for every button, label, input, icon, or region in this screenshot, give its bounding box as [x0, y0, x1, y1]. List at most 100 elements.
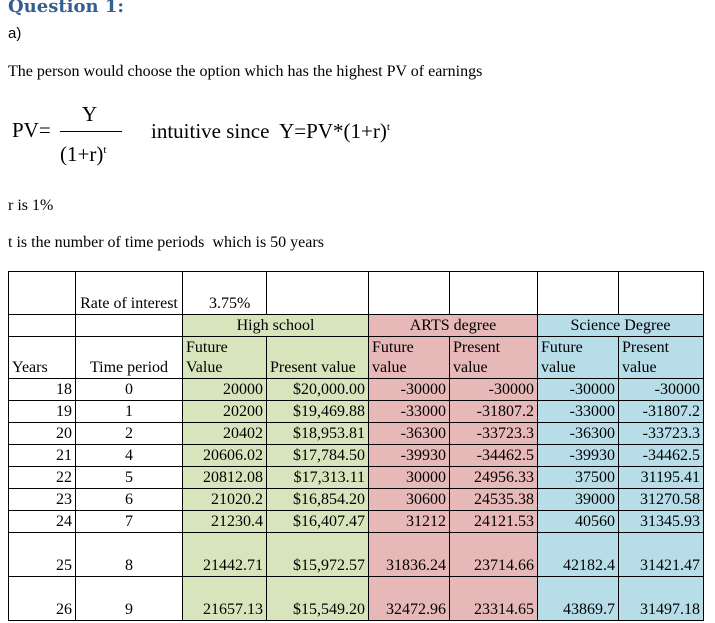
table-cell: -30000 [537, 378, 619, 401]
table-cell: 1 [75, 400, 183, 423]
part-label: a) [8, 25, 22, 42]
fraction-bar [60, 131, 122, 132]
r-line: r is 1% [8, 197, 54, 214]
table-cell: 19 [8, 400, 76, 423]
table-cell: 21020.2 [182, 488, 267, 511]
formula-note: intuitive since Y=PV*(1+r)t [151, 119, 390, 144]
table-cell [8, 271, 76, 315]
table-cell: $17,784.50 [266, 444, 369, 467]
data-table: Rate of interest 3.75% High school ARTS deg… [8, 271, 704, 621]
table-cell: 20 [8, 422, 76, 445]
table-row: 20 2 20402 $18,953.81 -36300 -33723.3 -36300 -3… [8, 422, 704, 445]
table-cell: $15,549.20 [266, 576, 369, 621]
table-cell: 30600 [368, 488, 450, 511]
intro: The person would choose the option which… [8, 63, 483, 80]
table-row: Years Time period Future Value Present valu… [8, 336, 704, 379]
rate-label: Rate of interest [75, 271, 183, 315]
table-cell: 24 [8, 510, 76, 533]
group-header: High school [182, 314, 369, 337]
table-cell: 43869.7 [537, 576, 619, 621]
denominator-base: (1+r) [60, 142, 104, 166]
table-cell: 42182.4 [537, 532, 619, 577]
table-cell: -36300 [537, 422, 619, 445]
table-row: 26 9 21657.13 $15,549.20 32472.96 23314.65 438… [8, 576, 704, 621]
table-cell: 24535.38 [449, 488, 538, 511]
table-cell: 31195.41 [618, 466, 704, 489]
table-cell: 23 [8, 488, 76, 511]
column-header: Time period [75, 336, 183, 379]
table-cell: 32472.96 [368, 576, 450, 621]
note: intuitive since [151, 119, 270, 143]
table-row: 21 4 20606.02 $17,784.50 -39930 -34462.5 -3993… [8, 444, 704, 467]
table-row: High school ARTS degree Science Degree [8, 314, 704, 337]
column-header: Present value [449, 336, 538, 379]
table-cell: 20000 [182, 378, 267, 401]
table-cell: $16,854.20 [266, 488, 369, 511]
table-cell: -39930 [537, 444, 619, 467]
denominator: (1+r)t [60, 142, 106, 167]
table-cell: 2 [75, 422, 183, 445]
table-cell: 20200 [182, 400, 267, 423]
table-cell: 31497.18 [618, 576, 704, 621]
table-cell: 8 [75, 532, 183, 577]
table-cell: 31345.93 [618, 510, 704, 533]
column-header: Present value [618, 336, 704, 379]
table-row: 23 6 21020.2 $16,854.20 30600 24535.38 39000 31… [8, 488, 704, 511]
formula-lhs: PV= [12, 118, 51, 142]
table-cell: 21657.13 [182, 576, 267, 621]
table-cell: -39930 [368, 444, 450, 467]
table-cell: 25 [8, 532, 76, 577]
table-cell: -34462.5 [618, 444, 704, 467]
heading: Question 1: [8, 0, 125, 17]
table-cell: 31836.24 [368, 532, 450, 577]
table-cell: 0 [75, 378, 183, 401]
table-cell: -30000 [449, 378, 538, 401]
group-header: Science Degree [537, 314, 704, 337]
table-cell: -33000 [537, 400, 619, 423]
table-cell: 18 [8, 378, 76, 401]
rhs-exponent: t [386, 121, 390, 133]
table-cell: -34462.5 [449, 444, 538, 467]
table-cell: 9 [75, 576, 183, 621]
table-cell: 21 [8, 444, 76, 467]
table-cell: 31212 [368, 510, 450, 533]
table-cell: 20812.08 [182, 466, 267, 489]
table-cell: -31807.2 [449, 400, 538, 423]
table-cell: 22 [8, 466, 76, 489]
table-cell: $16,407.47 [266, 510, 369, 533]
column-header: Years [8, 336, 76, 379]
table-cell: 4 [75, 444, 183, 467]
table-row: 18 0 20000 $20,000.00 -30000 -30000 -30000 -300… [8, 378, 704, 401]
group-header: ARTS degree [368, 314, 538, 337]
table-cell: 31421.47 [618, 532, 704, 577]
table-cell [618, 271, 704, 315]
table-cell [75, 314, 183, 337]
table-row: 22 5 20812.08 $17,313.11 30000 24956.33 37500 3… [8, 466, 704, 489]
table-cell: -30000 [618, 378, 704, 401]
table-cell: 40560 [537, 510, 619, 533]
table-cell: 31270.58 [618, 488, 704, 511]
table-cell: 37500 [537, 466, 619, 489]
table-cell: $17,313.11 [266, 466, 369, 489]
numerator: Y [82, 102, 98, 126]
table-cell: 20606.02 [182, 444, 267, 467]
table-cell [449, 271, 538, 315]
column-header: Future Value [182, 336, 267, 379]
table-row: Rate of interest 3.75% [8, 271, 704, 315]
table-row: 24 7 21230.4 $16,407.47 31212 24121.53 40560 31… [8, 510, 704, 533]
table-cell: 6 [75, 488, 183, 511]
table-cell: 7 [75, 510, 183, 533]
column-header: Present value [266, 336, 369, 379]
table-cell: 24956.33 [449, 466, 538, 489]
column-header: Future value [537, 336, 619, 379]
denominator-exponent: t [103, 144, 107, 156]
table-cell: $19,469.88 [266, 400, 369, 423]
table-cell: 23314.65 [449, 576, 538, 621]
table-cell: -33000 [368, 400, 450, 423]
table-cell: $15,972.57 [266, 532, 369, 577]
t-line: t is the number of time periods which is… [8, 234, 324, 251]
column-header: Future value [368, 336, 450, 379]
table-cell: 21442.71 [182, 532, 267, 577]
table-cell [537, 271, 619, 315]
